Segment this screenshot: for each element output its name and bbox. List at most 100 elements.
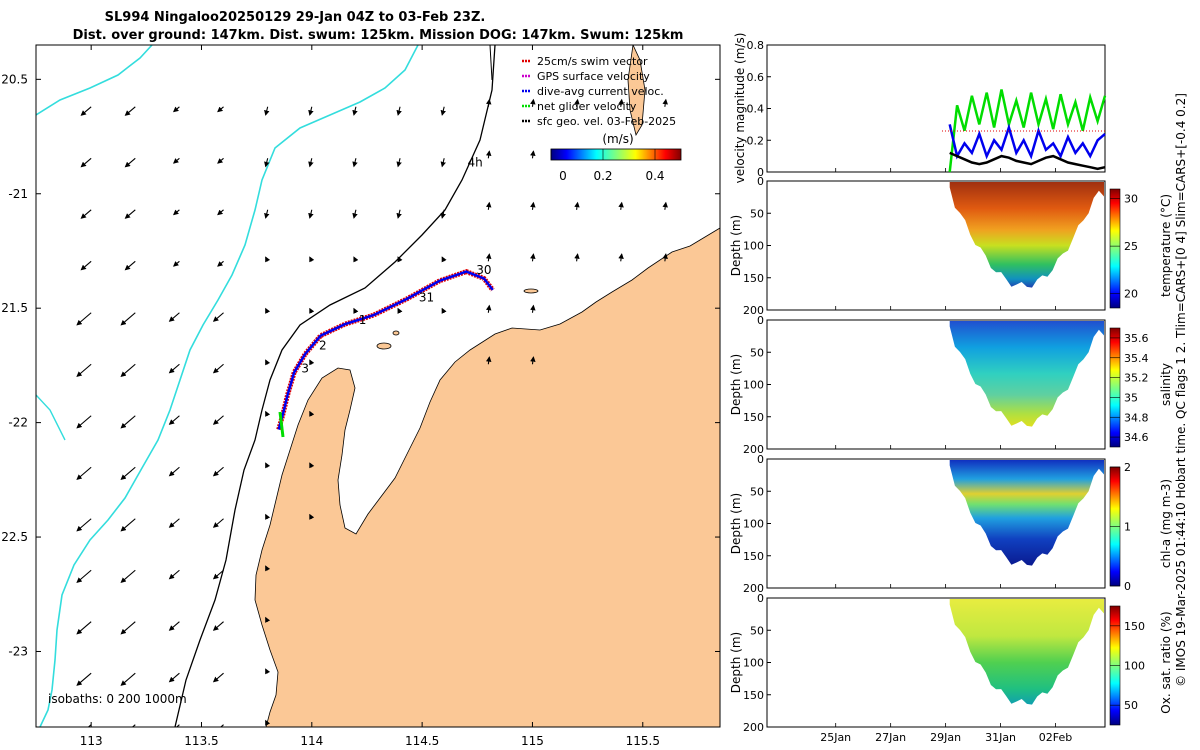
lon-tick-label: 113 xyxy=(80,734,103,748)
heatmap-panel: 0 50 100 150 200 Depth (m) 20 25 30 temperature (… xyxy=(729,175,1173,317)
depth-tick-label: 200 xyxy=(743,582,764,595)
current-vector xyxy=(530,98,536,107)
map-title-line2: Dist. over ground: 147km. Dist. swum: 12… xyxy=(73,28,684,43)
current-vector xyxy=(212,466,224,477)
current-vector-field xyxy=(76,98,668,727)
dive-avg-current-track xyxy=(277,270,494,430)
current-vector xyxy=(309,256,315,263)
current-vector xyxy=(618,253,624,262)
time-axis-ticks: 25Jan 27Jan 29Jan 31Jan 02Feb xyxy=(820,168,1072,744)
current-vector xyxy=(485,98,492,107)
legend-label: GPS surface velocity xyxy=(537,70,650,83)
depth-tick-label: 50 xyxy=(750,485,764,498)
time-tick-label: 02Feb xyxy=(1039,731,1072,744)
current-vector xyxy=(124,260,136,271)
current-vector xyxy=(265,359,271,366)
current-vector xyxy=(265,719,271,726)
velocity-ytick-label: 0.8 xyxy=(747,39,765,52)
current-vector xyxy=(264,106,270,116)
current-vector xyxy=(308,209,314,219)
current-vector xyxy=(264,158,270,168)
current-vector xyxy=(120,363,136,377)
isobath-black-2 xyxy=(489,45,493,81)
current-vector xyxy=(120,672,136,686)
colorbar-label: Ox. sat. ratio (%) xyxy=(1159,611,1173,713)
map-legend: 25cm/s swim vector GPS surface velocity di… xyxy=(522,55,676,128)
current-vector xyxy=(397,256,403,263)
heatmap-panel: 0 50 100 150 200 Depth (m) 50 100 150 Ox. sat. ra… xyxy=(729,592,1173,734)
depth-tick-label: 150 xyxy=(743,550,764,563)
current-vector xyxy=(397,307,403,314)
current-vector xyxy=(168,415,180,425)
current-vector xyxy=(309,410,315,417)
depth-ylabel: Depth (m) xyxy=(729,632,743,693)
lon-tick-label: 114 xyxy=(300,734,323,748)
current-vector xyxy=(172,157,180,164)
isobath-cyan xyxy=(36,45,419,727)
current-vector xyxy=(441,256,447,263)
isobath-cyan-2 xyxy=(36,394,66,441)
current-vector xyxy=(485,201,492,210)
depth-tick-label: 150 xyxy=(743,689,764,702)
velocity-ylabel: velocity magnitude (m/s) xyxy=(733,33,747,184)
colorbar-tick-label: 2 xyxy=(1124,461,1131,474)
lat-tick-label: 22.5 xyxy=(1,530,28,544)
current-vector xyxy=(530,304,536,313)
current-vector xyxy=(662,201,668,210)
current-vector xyxy=(80,157,92,168)
depth-tick-label: 50 xyxy=(750,624,764,637)
land-mass xyxy=(254,227,720,727)
lat-tick-label: -22 xyxy=(8,416,28,430)
current-vector xyxy=(309,513,315,520)
current-vector xyxy=(662,253,668,262)
depth-tick-label: 100 xyxy=(743,240,764,253)
current-vector xyxy=(220,724,224,727)
lat-tick-label: -21 xyxy=(8,187,28,201)
current-vector xyxy=(396,158,402,168)
map-title-line1: SL994 Ningaloo20250129 29-Jan 04Z to 03-… xyxy=(105,10,486,25)
depth-tick-label: 100 xyxy=(743,657,764,670)
depth-tick-label: 150 xyxy=(743,272,764,285)
colorbar-tick-label: 35.6 xyxy=(1124,332,1149,345)
current-vector xyxy=(440,106,446,116)
current-vector xyxy=(168,466,180,477)
current-vector xyxy=(574,253,580,262)
current-vector xyxy=(172,260,180,267)
footer-credit: © IMOS 19-Mar-2025 01:44:10 Hobart time.… xyxy=(1174,93,1188,687)
current-vector xyxy=(353,256,359,263)
colorbar-tick-label: 35 xyxy=(1124,391,1138,404)
heatmap-panel: 0 50 100 150 200 Depth (m) 0 1 2 chl-a (mg m-3) xyxy=(729,453,1173,595)
heatmap-panel: 0 50 100 150 200 Depth (m) 34.6 34.8 35 35.2 35.4 3… xyxy=(729,314,1173,456)
current-vector xyxy=(212,312,224,322)
depth-tick-label: 0 xyxy=(757,175,764,188)
current-vector xyxy=(120,466,136,480)
current-vector xyxy=(530,253,536,262)
colorbar-label: temperature (°C) xyxy=(1159,194,1173,297)
colorbar-tick-label: 0 xyxy=(1124,580,1131,593)
colorbar-tick-label: 25 xyxy=(1124,240,1138,253)
current-vector xyxy=(265,256,271,263)
current-vector xyxy=(120,569,136,583)
current-vector xyxy=(168,672,180,683)
isobath-black xyxy=(174,45,496,727)
current-vector xyxy=(309,462,315,469)
time-tick-label: 31Jan xyxy=(985,731,1016,744)
legend-label: net glider velocity xyxy=(537,100,637,113)
current-vector xyxy=(76,518,92,532)
current-vector xyxy=(485,356,492,365)
current-vector xyxy=(308,106,314,116)
current-vector xyxy=(309,359,315,366)
colorbar-tick-label: 100 xyxy=(1124,660,1145,673)
lon-tick-label: 115 xyxy=(521,734,544,748)
current-vector xyxy=(168,518,180,528)
current-vector xyxy=(120,312,136,326)
colorbar-tick-label: 35.4 xyxy=(1124,352,1149,365)
current-vector xyxy=(618,98,624,107)
colorbar-tick-label: 30 xyxy=(1124,193,1138,206)
colorbar-label: salinity xyxy=(1159,363,1173,406)
current-vector xyxy=(217,209,224,216)
colorbar-tick-label: 0.4 xyxy=(645,169,664,183)
current-vector xyxy=(175,724,180,727)
colorbar-tick-label: 0.2 xyxy=(593,169,612,183)
